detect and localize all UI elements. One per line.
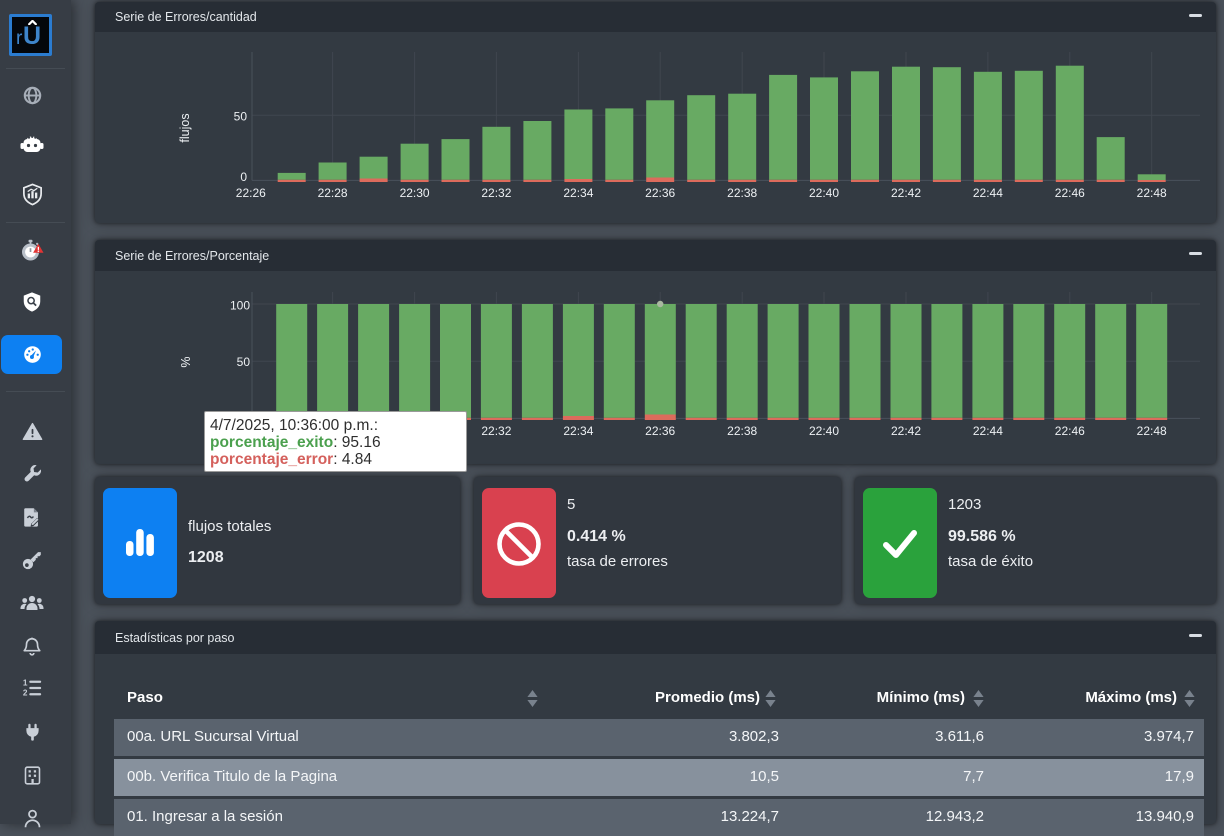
svg-text:flujos: flujos bbox=[178, 113, 192, 142]
svg-text:0: 0 bbox=[240, 170, 247, 184]
svg-text:22:44: 22:44 bbox=[973, 186, 1003, 200]
svg-text:22:48: 22:48 bbox=[1137, 186, 1167, 200]
svg-text:22:36: 22:36 bbox=[645, 424, 675, 438]
svg-text:22:34: 22:34 bbox=[563, 424, 593, 438]
svg-text:22:46: 22:46 bbox=[1055, 424, 1085, 438]
svg-text:2: 2 bbox=[23, 688, 28, 697]
svg-text:22:40: 22:40 bbox=[809, 186, 839, 200]
svg-text:22:32: 22:32 bbox=[481, 424, 511, 438]
svg-text:1: 1 bbox=[23, 678, 28, 687]
svg-text:22:32: 22:32 bbox=[481, 186, 511, 200]
svg-text:22:42: 22:42 bbox=[891, 186, 921, 200]
svg-text:50: 50 bbox=[237, 355, 251, 369]
svg-text:22:28: 22:28 bbox=[318, 186, 348, 200]
svg-text:22:44: 22:44 bbox=[973, 424, 1003, 438]
svg-text:22:26: 22:26 bbox=[236, 186, 266, 200]
svg-text:22:38: 22:38 bbox=[727, 424, 757, 438]
svg-text:22:42: 22:42 bbox=[891, 424, 921, 438]
svg-text:22:30: 22:30 bbox=[400, 186, 430, 200]
svg-text:100: 100 bbox=[230, 298, 250, 312]
svg-text:50: 50 bbox=[234, 110, 248, 124]
svg-text:22:38: 22:38 bbox=[727, 186, 757, 200]
svg-text:%: % bbox=[179, 356, 193, 367]
svg-text:22:46: 22:46 bbox=[1055, 186, 1085, 200]
svg-text:22:48: 22:48 bbox=[1137, 424, 1167, 438]
svg-text:22:34: 22:34 bbox=[563, 186, 593, 200]
svg-text:22:40: 22:40 bbox=[809, 424, 839, 438]
svg-text:22:36: 22:36 bbox=[645, 186, 675, 200]
